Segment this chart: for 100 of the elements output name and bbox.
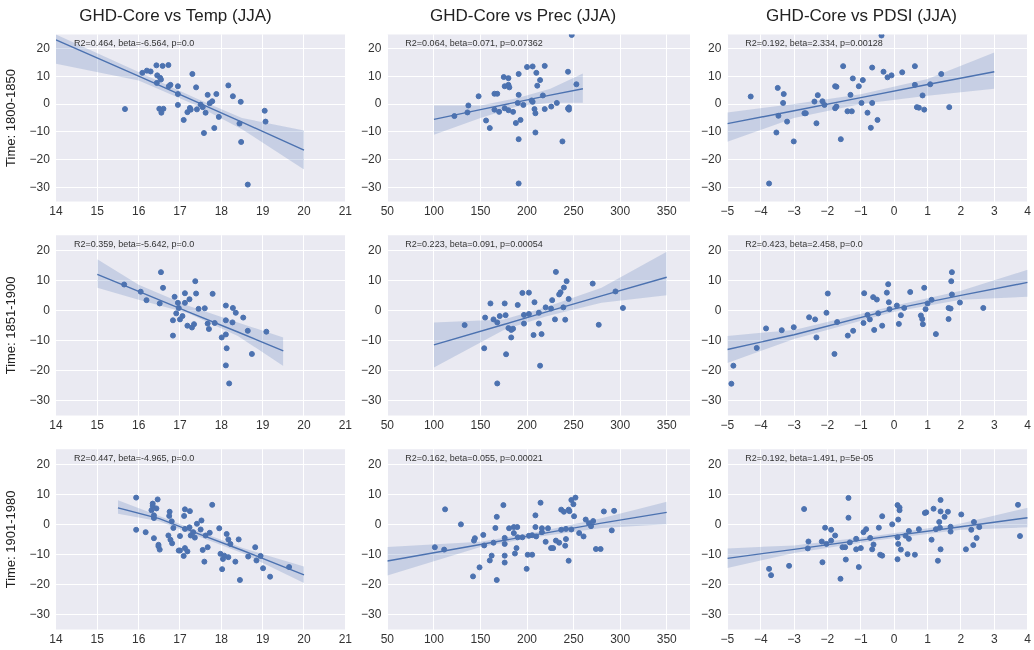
x-tick-label: 15 bbox=[90, 632, 105, 647]
annotation: R2=0.464, beta=-6.564, p=0.0 bbox=[73, 38, 195, 49]
x-tick-label: −3 bbox=[787, 418, 802, 433]
x-tick-label: 16 bbox=[131, 632, 146, 647]
x-tick-label: 15 bbox=[90, 204, 105, 219]
y-tick-label: 10 bbox=[36, 486, 51, 501]
x-tick-label: 50 bbox=[380, 632, 395, 647]
y-tick-label: −30 bbox=[361, 606, 382, 621]
y-tick-label: −30 bbox=[361, 179, 382, 194]
y-tick-label: 0 bbox=[714, 96, 722, 111]
y-tick-label: −10 bbox=[29, 546, 51, 561]
annotation: R2=0.192, beta=2.334, p=0.00128 bbox=[745, 38, 883, 49]
chart-title: GHD-Core vs Prec (JJA) bbox=[429, 5, 617, 25]
x-tick-label: 21 bbox=[338, 204, 353, 219]
y-tick-label: 10 bbox=[708, 68, 722, 83]
x-tick-label: 4 bbox=[1024, 418, 1032, 433]
y-tick-label: 0 bbox=[43, 516, 51, 531]
y-tick-label: −30 bbox=[701, 179, 722, 194]
x-tick-label: 14 bbox=[49, 204, 63, 219]
x-tick-label: 300 bbox=[610, 204, 631, 219]
x-tick-label: 19 bbox=[255, 418, 270, 433]
chart-title: GHD-Core vs Temp (JJA) bbox=[79, 5, 272, 25]
y-tick-label: −10 bbox=[29, 332, 51, 347]
annotation: R2=0.359, beta=-5.642, p=0.0 bbox=[73, 239, 195, 250]
x-tick-label: −2 bbox=[820, 204, 835, 219]
y-tick-label: −10 bbox=[361, 124, 382, 139]
x-tick-label: 18 bbox=[214, 418, 229, 433]
x-tick-label: −5 bbox=[720, 204, 735, 219]
y-tick-label: −10 bbox=[701, 124, 722, 139]
x-tick-label: −3 bbox=[787, 632, 802, 647]
x-tick-label: 18 bbox=[214, 204, 229, 219]
x-tick-label: 200 bbox=[517, 632, 538, 647]
y-tick-label: 10 bbox=[708, 486, 722, 501]
y-tick-label: 20 bbox=[36, 40, 51, 55]
y-tick-label: −10 bbox=[361, 332, 382, 347]
x-tick-label: 17 bbox=[173, 632, 187, 647]
x-tick-label: −4 bbox=[753, 204, 768, 219]
x-tick-label: 200 bbox=[517, 204, 538, 219]
x-tick-label: 150 bbox=[470, 204, 491, 219]
x-tick-label: 20 bbox=[297, 204, 311, 219]
x-tick-label: 21 bbox=[338, 632, 353, 647]
x-tick-label: 250 bbox=[563, 204, 584, 219]
y-tick-label: −20 bbox=[29, 152, 51, 167]
x-tick-label: 100 bbox=[423, 632, 445, 647]
y-tick-label: −30 bbox=[701, 392, 722, 407]
y-tick-label: −30 bbox=[29, 392, 51, 407]
y-tick-label: 10 bbox=[36, 272, 51, 287]
x-tick-label: 50 bbox=[380, 418, 395, 433]
annotation: R2=0.423, beta=2.458, p=0.0 bbox=[745, 239, 863, 250]
x-tick-label: 19 bbox=[255, 632, 270, 647]
x-tick-label: 15 bbox=[90, 418, 105, 433]
x-tick-label: −5 bbox=[720, 418, 735, 433]
annotation: R2=0.447, beta=-4.965, p=0.0 bbox=[73, 453, 195, 464]
x-tick-label: −1 bbox=[853, 418, 868, 433]
y-tick-label: 20 bbox=[36, 456, 51, 471]
x-tick-label: 14 bbox=[49, 632, 63, 647]
y-tick-label: −10 bbox=[701, 546, 722, 561]
x-tick-label: 2 bbox=[957, 418, 965, 433]
x-tick-label: 4 bbox=[1024, 204, 1032, 219]
x-tick-label: 19 bbox=[255, 204, 270, 219]
x-tick-label: 350 bbox=[656, 204, 678, 219]
x-tick-label: 16 bbox=[131, 204, 146, 219]
x-tick-label: 0 bbox=[890, 418, 898, 433]
x-tick-label: −4 bbox=[753, 418, 768, 433]
x-tick-label: 250 bbox=[563, 418, 584, 433]
y-tick-label: −20 bbox=[361, 152, 382, 167]
x-tick-label: 350 bbox=[656, 632, 678, 647]
y-axis-title: Time: 1851-1900 bbox=[3, 276, 19, 375]
y-tick-label: 0 bbox=[43, 302, 51, 317]
annotation: R2=0.223, beta=0.091, p=0.00054 bbox=[405, 239, 543, 250]
annotation: R2=0.064, beta=0.071, p=0.07362 bbox=[405, 38, 543, 49]
y-tick-label: 10 bbox=[368, 68, 382, 83]
x-tick-label: 14 bbox=[49, 418, 63, 433]
x-tick-label: 21 bbox=[338, 418, 353, 433]
x-tick-label: 1 bbox=[924, 632, 932, 647]
y-tick-label: −30 bbox=[701, 606, 722, 621]
y-tick-label: 10 bbox=[368, 272, 382, 287]
x-tick-label: 100 bbox=[423, 204, 445, 219]
x-tick-label: 2 bbox=[957, 204, 965, 219]
x-tick-label: 3 bbox=[990, 418, 998, 433]
x-tick-label: 150 bbox=[470, 632, 491, 647]
y-tick-label: 20 bbox=[708, 242, 722, 257]
x-tick-label: −3 bbox=[787, 204, 802, 219]
y-tick-label: −20 bbox=[29, 576, 51, 591]
y-tick-label: 20 bbox=[708, 40, 722, 55]
x-tick-label: −4 bbox=[753, 632, 768, 647]
y-tick-label: −30 bbox=[29, 606, 51, 621]
y-tick-label: 20 bbox=[368, 242, 382, 257]
x-tick-label: 2 bbox=[957, 632, 965, 647]
x-tick-label: 3 bbox=[990, 632, 998, 647]
x-tick-label: 250 bbox=[563, 632, 584, 647]
x-tick-label: 17 bbox=[173, 418, 187, 433]
x-tick-label: 150 bbox=[470, 418, 491, 433]
annotation: R2=0.192, beta=1.491, p=5e-05 bbox=[745, 453, 874, 464]
y-tick-label: −30 bbox=[361, 392, 382, 407]
y-tick-label: 10 bbox=[708, 272, 722, 287]
y-tick-label: 0 bbox=[43, 96, 51, 111]
y-tick-label: 20 bbox=[368, 40, 382, 55]
x-tick-label: 50 bbox=[380, 204, 395, 219]
x-tick-label: 1 bbox=[924, 418, 932, 433]
